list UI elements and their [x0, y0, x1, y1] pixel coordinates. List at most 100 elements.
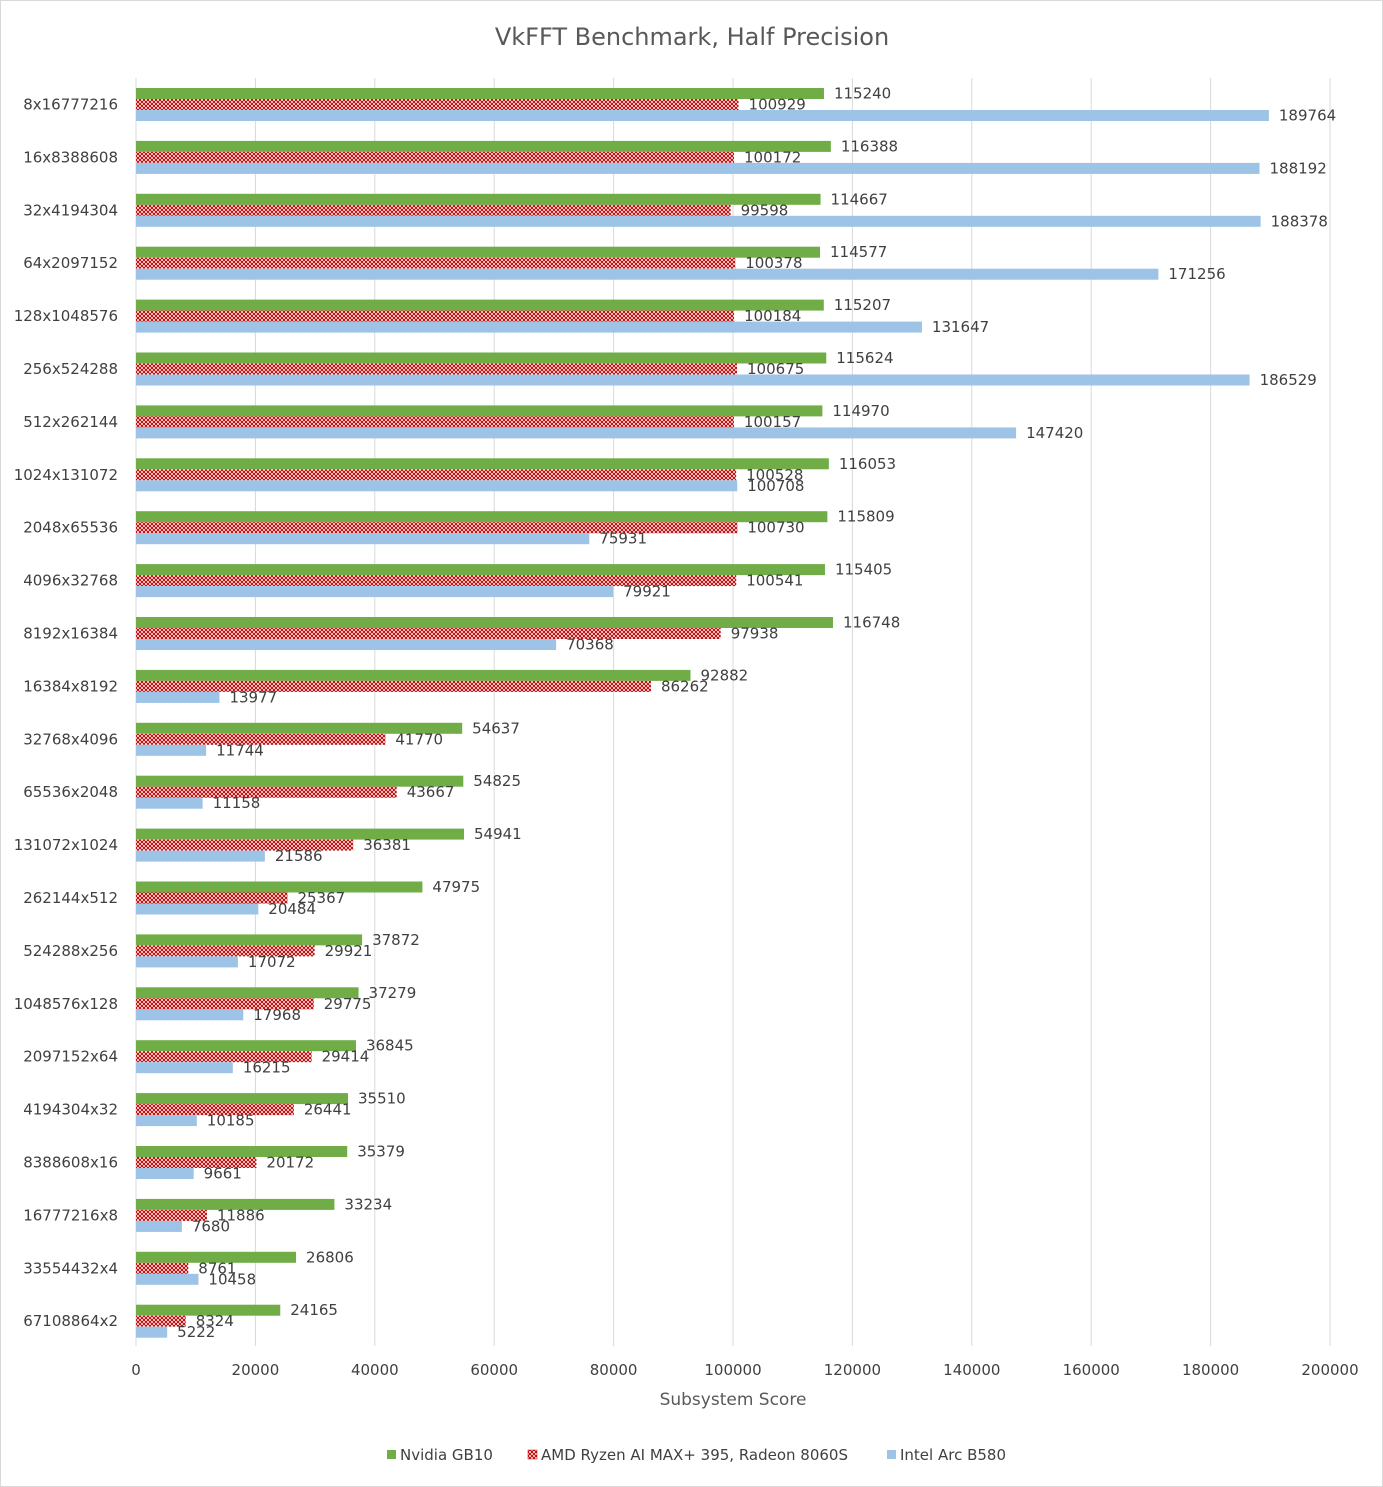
bar-nvidia-gb10 — [136, 1251, 297, 1263]
data-label: 115240 — [834, 85, 891, 103]
bar-intel-arc-b580 — [136, 903, 259, 915]
legend-item[interactable]: AMD Ryzen AI MAX+ 395, Radeon 8060S — [527, 1446, 848, 1464]
category-label: 131072x1024 — [14, 836, 118, 854]
data-label: 189764 — [1279, 107, 1336, 125]
bar-amd-ryzen-ai-max — [136, 1051, 312, 1063]
category-label: 524288x256 — [23, 942, 118, 960]
legend-item[interactable]: Intel Arc B580 — [887, 1446, 1006, 1464]
bars — [136, 88, 1269, 1338]
bar-intel-arc-b580 — [136, 639, 557, 650]
bar-nvidia-gb10 — [136, 1093, 348, 1105]
category-label: 1048576x128 — [14, 995, 118, 1013]
data-label: 10185 — [207, 1112, 255, 1130]
bar-amd-ryzen-ai-max — [136, 1157, 257, 1168]
data-label: 97938 — [731, 625, 779, 643]
bar-intel-arc-b580 — [136, 533, 590, 545]
data-label: 35510 — [358, 1090, 406, 1108]
bar-intel-arc-b580 — [136, 956, 238, 968]
category-label: 16x8388608 — [23, 148, 118, 166]
data-label: 92882 — [701, 666, 749, 684]
bar-nvidia-gb10 — [136, 405, 823, 417]
category-label: 128x1048576 — [14, 307, 118, 325]
bar-nvidia-gb10 — [136, 1198, 335, 1210]
bar-amd-ryzen-ai-max — [136, 786, 397, 798]
bar-nvidia-gb10 — [136, 617, 833, 628]
bar-nvidia-gb10 — [136, 458, 829, 470]
bar-amd-ryzen-ai-max — [136, 575, 737, 587]
bar-nvidia-gb10 — [136, 934, 363, 946]
bar-amd-ryzen-ai-max — [136, 628, 721, 639]
bar-intel-arc-b580 — [136, 480, 738, 492]
legend-label: Intel Arc B580 — [900, 1446, 1006, 1464]
data-label: 29775 — [324, 995, 372, 1013]
data-label: 100378 — [745, 254, 802, 272]
data-label: 36845 — [366, 1037, 414, 1055]
data-label: 35379 — [357, 1143, 405, 1161]
category-label: 2097152x64 — [23, 1048, 118, 1066]
x-tick-label: 0 — [131, 1361, 141, 1379]
bar-intel-arc-b580 — [136, 850, 265, 862]
data-label: 186529 — [1260, 371, 1317, 389]
bar-intel-arc-b580 — [136, 744, 207, 756]
bar-nvidia-gb10 — [136, 564, 825, 576]
category-label: 32x4194304 — [23, 201, 118, 219]
bar-intel-arc-b580 — [136, 1062, 233, 1074]
category-label: 8192x16384 — [23, 625, 118, 643]
category-label: 64x2097152 — [23, 254, 118, 272]
data-label: 54637 — [472, 719, 520, 737]
bar-amd-ryzen-ai-max — [136, 416, 734, 428]
category-label: 33554432x4 — [23, 1259, 118, 1277]
data-label: 114577 — [830, 243, 887, 261]
chart-title: VkFFT Benchmark, Half Precision — [495, 23, 889, 51]
data-label: 116053 — [839, 455, 896, 473]
data-label: 17968 — [253, 1006, 301, 1024]
data-label: 100675 — [747, 360, 804, 378]
bar-amd-ryzen-ai-max — [136, 257, 736, 269]
category-label: 262144x512 — [23, 889, 118, 907]
data-label: 79921 — [623, 583, 671, 601]
bar-intel-arc-b580 — [136, 797, 203, 809]
data-label: 131647 — [932, 318, 989, 336]
bar-amd-ryzen-ai-max — [136, 522, 738, 534]
data-label: 100184 — [744, 307, 801, 325]
legend-item[interactable]: Nvidia GB10 — [387, 1446, 493, 1464]
data-label: 37279 — [369, 984, 417, 1002]
bar-nvidia-gb10 — [136, 1040, 356, 1052]
bar-intel-arc-b580 — [136, 1220, 182, 1232]
bar-amd-ryzen-ai-max — [136, 892, 288, 904]
bar-intel-arc-b580 — [136, 586, 614, 598]
bar-amd-ryzen-ai-max — [136, 945, 315, 957]
category-label: 16384x8192 — [23, 677, 118, 695]
data-label: 116388 — [841, 137, 898, 155]
bar-intel-arc-b580 — [136, 110, 1269, 121]
bar-nvidia-gb10 — [136, 1146, 348, 1157]
bar-intel-arc-b580 — [136, 1168, 194, 1179]
legend[interactable]: Nvidia GB10 AMD Ryzen AI MAX+ 395, Radeon… — [387, 1446, 1006, 1464]
bar-amd-ryzen-ai-max — [136, 839, 354, 851]
data-label: 100708 — [747, 477, 804, 495]
bar-amd-ryzen-ai-max — [136, 310, 735, 322]
data-label: 100730 — [747, 519, 804, 537]
x-axis-title: Subsystem Score — [660, 1390, 807, 1410]
data-label: 86262 — [661, 677, 709, 695]
data-label: 37872 — [372, 931, 420, 949]
bar-amd-ryzen-ai-max — [136, 1209, 207, 1221]
bar-intel-arc-b580 — [136, 374, 1250, 386]
legend-swatch — [527, 1449, 538, 1460]
category-label: 1024x131072 — [14, 466, 118, 484]
x-tick-label: 160000 — [1063, 1361, 1120, 1379]
legend-swatch — [887, 1450, 896, 1459]
bar-amd-ryzen-ai-max — [136, 1262, 189, 1274]
data-label: 171256 — [1168, 265, 1225, 283]
data-label: 20484 — [268, 900, 316, 918]
bar-nvidia-gb10 — [136, 140, 831, 152]
data-label: 115624 — [836, 349, 893, 367]
bar-amd-ryzen-ai-max — [136, 1315, 186, 1327]
legend-swatch — [387, 1450, 396, 1459]
bar-intel-arc-b580 — [136, 321, 922, 333]
category-label: 512x262144 — [23, 413, 118, 431]
legend-label: Nvidia GB10 — [400, 1446, 493, 1464]
data-label: 26806 — [306, 1248, 354, 1266]
data-label: 10458 — [208, 1270, 256, 1288]
bar-amd-ryzen-ai-max — [136, 99, 739, 110]
